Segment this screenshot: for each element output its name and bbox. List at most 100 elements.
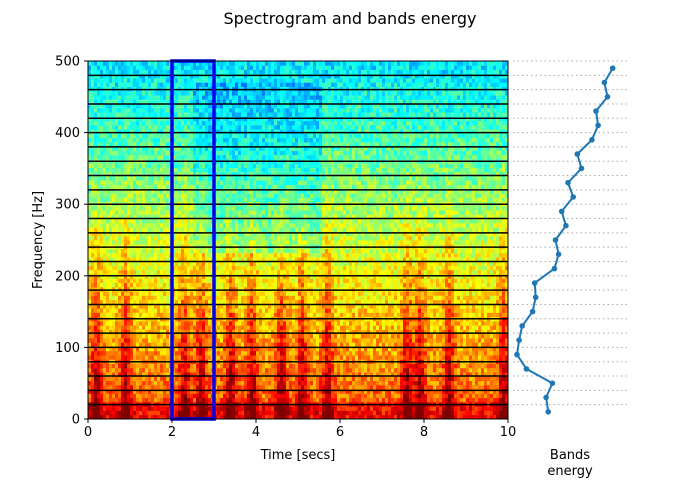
heatmap-cell: [106, 384, 110, 390]
heatmap-cell: [388, 342, 392, 347]
heatmap-cell: [361, 346, 365, 352]
heatmap-cell: [292, 355, 296, 360]
heatmap-cell: [352, 299, 356, 305]
heatmap-cell: [217, 414, 221, 420]
heatmap-cell: [193, 384, 197, 390]
heatmap-cell: [133, 265, 137, 271]
heatmap-cell: [109, 325, 113, 330]
heatmap-cell: [430, 295, 434, 301]
heatmap-cell: [253, 333, 257, 339]
heatmap-cell: [166, 372, 170, 377]
heatmap-cell: [178, 363, 182, 369]
heatmap-cell: [439, 299, 443, 305]
heatmap-cell: [409, 389, 413, 394]
heatmap-cell: [463, 295, 467, 301]
heatmap-cell: [256, 295, 260, 301]
heatmap-cell: [127, 393, 131, 399]
heatmap-cell: [235, 299, 239, 305]
heatmap-cell: [337, 406, 341, 411]
heatmap-cell: [184, 346, 188, 352]
heatmap-cell: [97, 333, 101, 339]
heatmap-cell: [268, 295, 272, 301]
heatmap-cell: [430, 355, 434, 360]
heatmap-cell: [403, 384, 407, 390]
heatmap-cell: [355, 342, 359, 347]
heatmap-cell: [334, 278, 338, 284]
heatmap-cell: [175, 406, 179, 411]
heatmap-cell: [421, 367, 425, 373]
heatmap-cell: [157, 282, 161, 288]
heatmap-cell: [298, 312, 302, 318]
heatmap-cell: [394, 389, 398, 394]
heatmap-cell: [415, 303, 419, 309]
heatmap-cell: [433, 380, 437, 386]
heatmap-cell: [391, 406, 395, 411]
heatmap-cell: [355, 265, 359, 271]
heatmap-cell: [274, 393, 278, 399]
heatmap-cell: [289, 389, 293, 394]
heatmap-cell: [181, 312, 185, 318]
heatmap-cell: [349, 350, 353, 356]
heatmap-cell: [301, 325, 305, 330]
heatmap-cell: [112, 342, 116, 347]
heatmap-cell: [463, 312, 467, 318]
heatmap-cell: [346, 320, 350, 326]
heatmap-cell: [397, 338, 401, 343]
heatmap-cell: [136, 380, 140, 386]
heatmap-cell: [502, 299, 506, 305]
heatmap-cell: [379, 346, 383, 352]
heatmap-cell: [235, 338, 239, 343]
heatmap-cell: [130, 389, 134, 394]
heatmap-cell: [235, 406, 239, 411]
heatmap-cell: [295, 308, 299, 313]
heatmap-cell: [202, 355, 206, 360]
heatmap-cell: [262, 367, 266, 373]
heatmap-cell: [382, 376, 386, 382]
heatmap-cell: [100, 333, 104, 339]
heatmap-cell: [331, 308, 335, 313]
heatmap-cell: [277, 384, 281, 390]
heatmap-cell: [409, 367, 413, 373]
heatmap-cell: [331, 372, 335, 377]
heatmap-cell: [418, 342, 422, 347]
heatmap-cell: [424, 350, 428, 356]
heatmap-cell: [235, 346, 239, 352]
heatmap-cell: [112, 291, 116, 296]
heatmap-cell: [307, 367, 311, 373]
heatmap-cell: [136, 329, 140, 335]
heatmap-cell: [472, 350, 476, 356]
heatmap-cell: [280, 355, 284, 360]
heatmap-cell: [250, 389, 254, 394]
heatmap-cell: [196, 265, 200, 271]
heatmap-cell: [460, 320, 464, 326]
heatmap-cell: [448, 355, 452, 360]
heatmap-cell: [232, 329, 236, 335]
heatmap-cell: [403, 338, 407, 343]
heatmap-cell: [457, 325, 461, 330]
heatmap-cell: [325, 342, 329, 347]
heatmap-cell: [229, 291, 233, 296]
heatmap-cell: [94, 291, 98, 296]
heatmap-cell: [295, 278, 299, 284]
heatmap-cell: [499, 384, 503, 390]
heatmap-cell: [130, 355, 134, 360]
heatmap-cell: [100, 308, 104, 313]
heatmap-cell: [247, 299, 251, 305]
heatmap-cell: [466, 406, 470, 411]
heatmap-cell: [415, 384, 419, 390]
heatmap-cell: [157, 320, 161, 326]
heatmap-cell: [319, 312, 323, 318]
heatmap-cell: [412, 406, 416, 411]
heatmap-cell: [220, 329, 224, 335]
heatmap-cell: [205, 278, 209, 284]
heatmap-cell: [481, 308, 485, 313]
heatmap-cell: [325, 265, 329, 271]
heatmap-cell: [271, 303, 275, 309]
heatmap-cell: [457, 320, 461, 326]
heatmap-cell: [469, 269, 473, 275]
heatmap-cell: [448, 410, 452, 416]
heatmap-cell: [496, 325, 500, 330]
heatmap-cell: [250, 286, 254, 292]
heatmap-cell: [388, 367, 392, 373]
heatmap-cell: [394, 299, 398, 305]
